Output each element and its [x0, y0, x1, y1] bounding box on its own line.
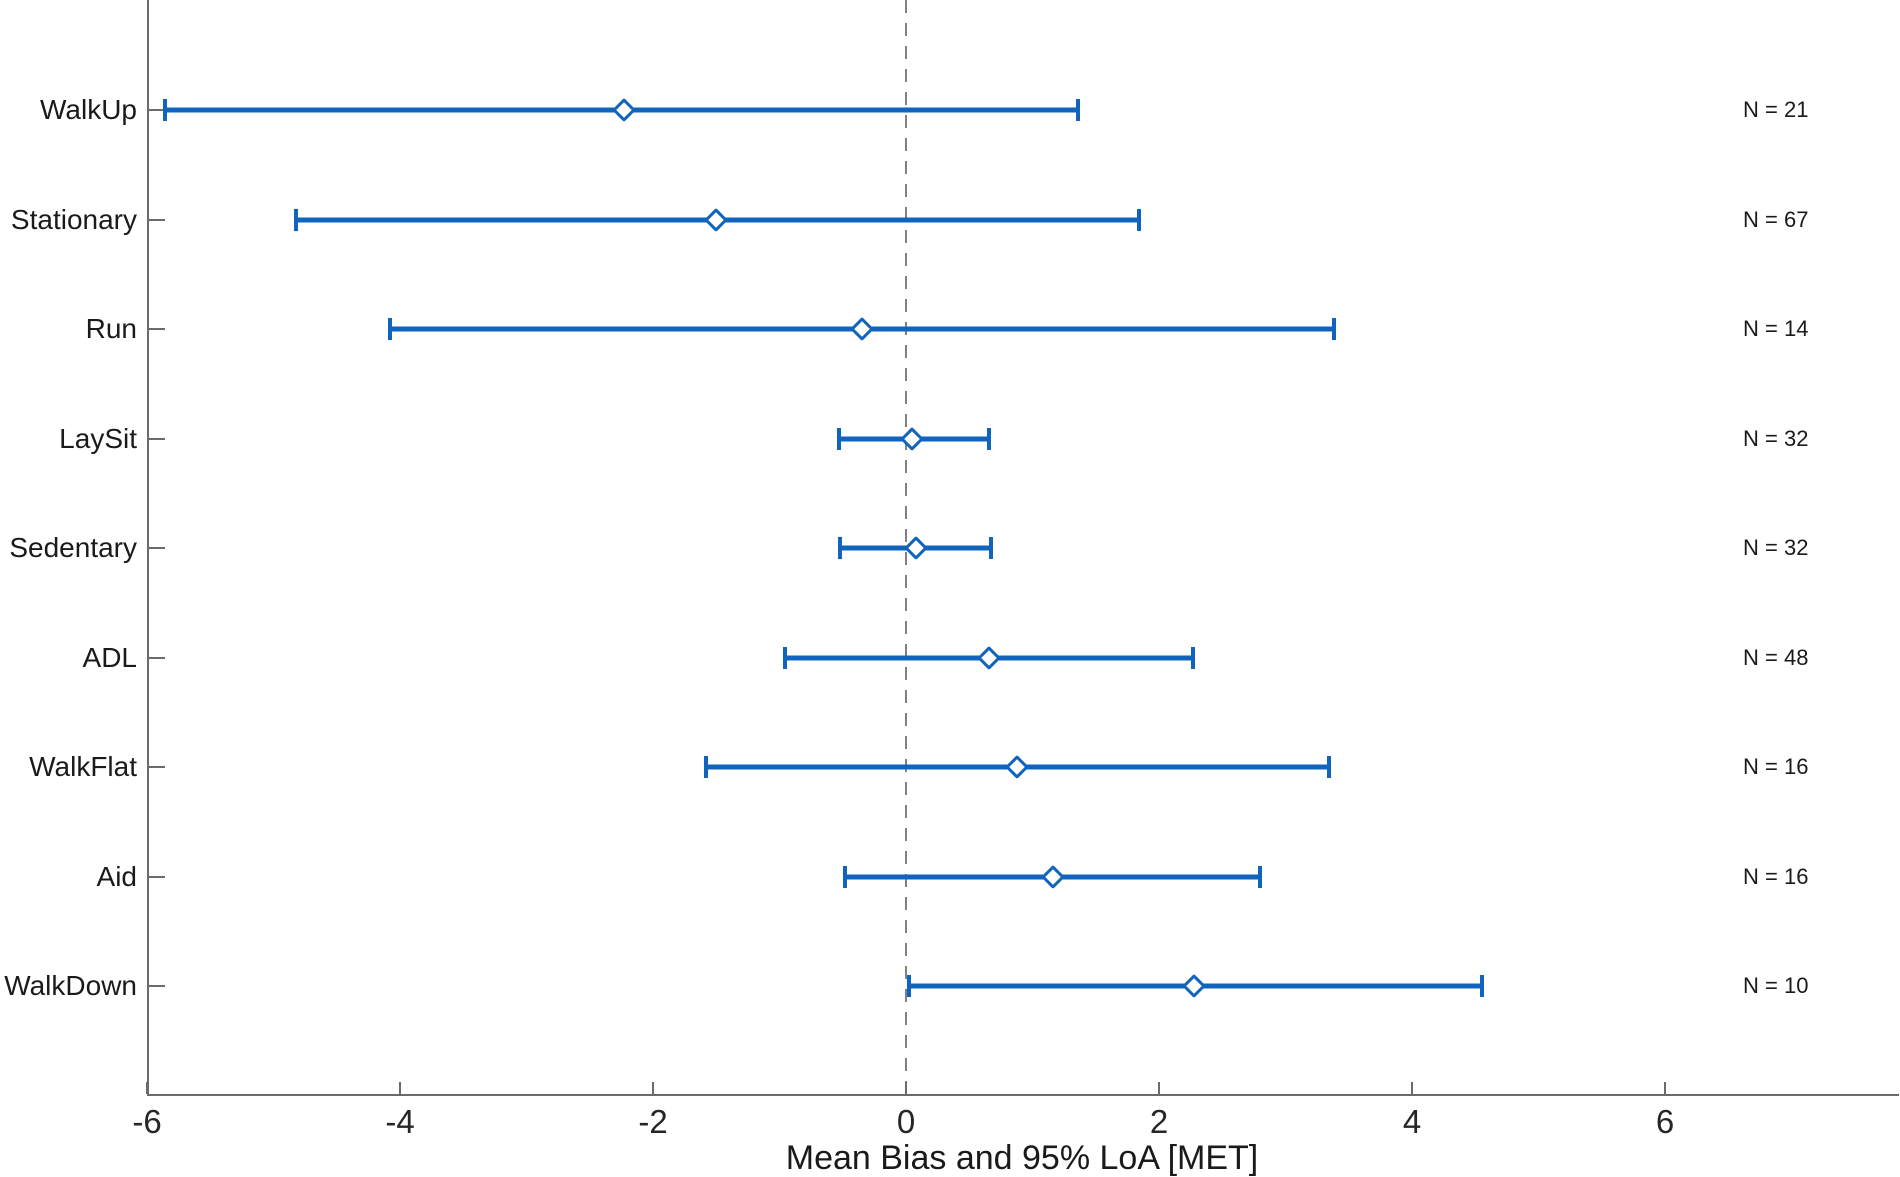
- errorbar-cap-lower: [836, 427, 841, 450]
- errorbar-cap-lower: [704, 756, 709, 778]
- errorbar-cap-lower: [162, 99, 167, 121]
- errorbar-cap-lower: [782, 646, 787, 669]
- errorbar-cap-upper: [1479, 975, 1484, 997]
- x-axis-tick: [1411, 1082, 1413, 1094]
- y-tick-label: Aid: [96, 860, 137, 892]
- x-tick-label: -2: [638, 1103, 668, 1140]
- y-axis-tick: [149, 437, 165, 440]
- x-tick-label: 4: [1402, 1103, 1422, 1140]
- x-tick-label: 2: [1149, 1103, 1169, 1140]
- x-axis-tick: [905, 1082, 907, 1094]
- errorbar-cap-upper: [1136, 208, 1141, 231]
- x-axis-line: [147, 1094, 1899, 1096]
- errorbar-cap-lower: [387, 318, 392, 340]
- y-tick-label: WalkFlat: [29, 751, 137, 782]
- y-axis-tick: [149, 328, 165, 330]
- errorbar-cap-upper: [988, 537, 993, 559]
- sample-size-label: N = 14: [1743, 316, 1809, 341]
- mean-marker: [904, 535, 929, 561]
- errorbar-cap-upper: [1076, 99, 1081, 121]
- y-tick-label: LaySit: [59, 422, 137, 454]
- errorbar-cap-lower: [843, 865, 848, 888]
- sample-size-label: N = 48: [1743, 644, 1809, 670]
- y-tick-label: Run: [85, 313, 137, 344]
- sample-size-label: N = 10: [1743, 973, 1809, 998]
- y-axis-tick: [149, 656, 165, 659]
- mean-marker: [849, 316, 874, 342]
- mean-marker: [704, 207, 729, 232]
- y-axis-tick: [149, 875, 165, 878]
- mean-marker: [977, 645, 1002, 670]
- errorbar-cap-upper: [1331, 318, 1336, 340]
- x-axis-title: Mean Bias and 95% LoA [MET]: [785, 1139, 1259, 1177]
- y-axis-tick: [149, 985, 165, 987]
- x-axis-tick: [652, 1082, 654, 1094]
- y-axis-tick: [149, 218, 165, 221]
- y-tick-label: Stationary: [10, 203, 137, 235]
- errorbar-cap-upper: [1258, 865, 1263, 888]
- x-tick-label: 0: [896, 1103, 916, 1140]
- y-axis-line: [147, 0, 149, 1095]
- y-tick-label: ADL: [82, 641, 137, 673]
- mean-marker: [1005, 754, 1030, 780]
- sample-size-label: N = 16: [1743, 863, 1809, 889]
- sample-size-label: N = 32: [1743, 535, 1809, 560]
- errorbar-cap-lower: [838, 537, 843, 559]
- errorbar-cap-lower: [906, 975, 911, 997]
- y-axis-tick: [149, 109, 165, 111]
- sample-size-label: N = 32: [1743, 425, 1809, 451]
- mean-marker: [1040, 864, 1065, 889]
- x-axis-tick: [1158, 1082, 1160, 1094]
- x-axis-tick: [399, 1082, 401, 1094]
- y-tick-label: WalkDown: [4, 970, 137, 1001]
- x-tick-label: -4: [385, 1103, 415, 1140]
- y-axis-tick: [149, 766, 165, 768]
- x-tick-label: -6: [132, 1103, 162, 1140]
- sample-size-label: N = 67: [1743, 206, 1809, 232]
- mean-marker: [900, 426, 925, 451]
- mean-marker: [1182, 973, 1207, 999]
- y-tick-label: WalkUp: [40, 94, 137, 125]
- x-axis-tick: [1664, 1082, 1666, 1094]
- x-axis-tick: [146, 1082, 148, 1094]
- x-tick-label: 6: [1655, 1103, 1675, 1140]
- y-axis-tick: [149, 547, 165, 549]
- mean-marker: [611, 97, 636, 123]
- sample-size-label: N = 21: [1743, 97, 1809, 122]
- errorbar-cap-upper: [987, 427, 992, 450]
- errorbar-cap-upper: [1326, 756, 1331, 778]
- y-tick-label: Sedentary: [9, 532, 137, 563]
- errorbar-cap-upper: [1191, 646, 1196, 669]
- errorbar-cap-lower: [294, 208, 299, 231]
- sample-size-label: N = 16: [1743, 754, 1809, 779]
